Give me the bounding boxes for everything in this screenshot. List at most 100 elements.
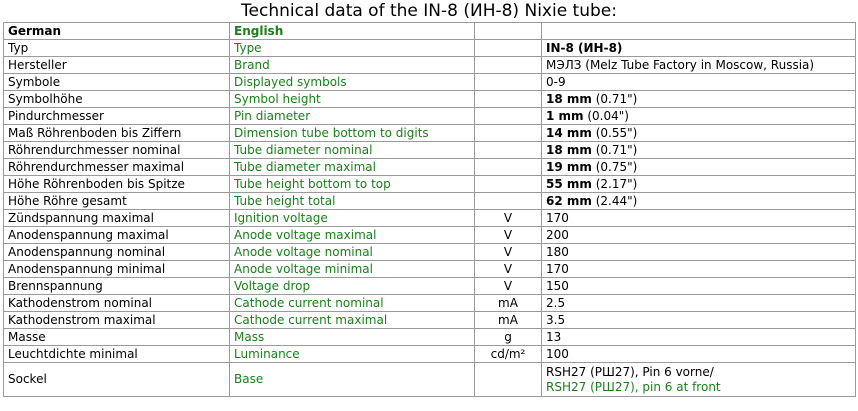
cell-unit: cd/m² [474,345,542,363]
cell-unit: V [474,243,542,261]
table-row: Symbole Displayed symbols 0-9 [3,73,856,91]
table-row: Kathodenstrom nominal Cathode current nom… [3,294,856,312]
header-value [541,22,856,40]
cell-english: Tube diameter nominal [229,141,475,159]
cell-value-bold: 1 mm [546,108,584,123]
cell-value-bold: 14 mm [546,125,592,140]
cell-english: Symbol height [229,90,475,108]
cell-english: Cathode current nominal [229,294,475,312]
table-row: Symbolhöhe Symbol height 18 mm (0.71") [3,90,856,108]
cell-value-text: 3.5 [546,312,566,327]
cell-german: Maß Röhrenboden bis Ziffern [3,124,230,142]
spec-table-wrapper: German English Typ Type IN-8 (ИН-8) Herstel… [3,22,856,397]
cell-german: Brennspannung [3,277,230,295]
table-row: Typ Type IN-8 (ИН-8) [3,39,856,57]
cell-unit [474,107,542,125]
cell-english: Cathode current maximal [229,311,475,329]
cell-german: Röhrendurchmesser nominal [3,141,230,159]
cell-value-bold: 62 mm [546,193,592,208]
cell-german: Kathodenstrom maximal [3,311,230,329]
table-row: Röhrendurchmesser nominal Tube diameter n… [3,141,856,159]
cell-value-text: 170 [546,261,569,276]
table-row: Leuchtdichte minimal Luminance cd/m² 100 [3,345,856,363]
cell-unit: V [474,277,542,295]
cell-value-bold: 55 mm [546,176,592,191]
table-row-base: Sockel Base RSH27 (РШ27), Pin 6 vorne/RSH2… [3,362,856,397]
cell-unit: mA [474,294,542,312]
cell-english: Tube height bottom to top [229,175,475,193]
header-german: German [3,22,230,40]
table-row: Höhe Röhre gesamt Tube height total 62 mm … [3,192,856,210]
table-row: Röhrendurchmesser maximal Tube diameter m… [3,158,856,176]
cell-value: 62 mm (2.44") [541,192,856,210]
table-row: Masse Mass g 13 [3,328,856,346]
header-unit [474,22,542,40]
cell-value: 19 mm (0.75") [541,158,856,176]
cell-unit: g [474,328,542,346]
cell-value-text: МЭЛЗ (Melz Tube Factory in Moscow, Russi… [546,57,815,72]
cell-value-text: (0.71") [591,142,638,157]
table-row: Pindurchmesser Pin diameter 1 mm (0.04") [3,107,856,125]
cell-german: Anodenspannung minimal [3,260,230,278]
cell-value: 2.5 [541,294,856,312]
cell-english: Anode voltage maximal [229,226,475,244]
cell-value: 18 mm (0.71") [541,90,856,108]
cell-value-text: 0-9 [546,74,566,89]
table-header-row: German English [3,22,856,40]
cell-german: Sockel [3,362,230,397]
table-row: Anodenspannung nominal Anode voltage nomi… [3,243,856,261]
table-row: Anodenspannung minimal Anode voltage mini… [3,260,856,278]
cell-value-bold: 18 mm [546,91,592,106]
cell-english: Mass [229,328,475,346]
cell-value: 18 mm (0.71") [541,141,856,159]
cell-german: Kathodenstrom nominal [3,294,230,312]
cell-german: Masse [3,328,230,346]
cell-german: Höhe Röhrenboden bis Spitze [3,175,230,193]
spec-table: German English Typ Type IN-8 (ИН-8) Herstel… [3,22,856,397]
cell-value: 55 mm (2.17") [541,175,856,193]
cell-unit [474,56,542,74]
cell-value: МЭЛЗ (Melz Tube Factory in Moscow, Russi… [541,56,856,74]
cell-value: RSH27 (РШ27), Pin 6 vorne/RSH27 (РШ27), … [541,362,856,397]
cell-value-text: 180 [546,244,569,259]
cell-value-text: 200 [546,227,569,242]
cell-value: 3.5 [541,311,856,329]
table-row: Hersteller Brand МЭЛЗ (Melz Tube Factory i… [3,56,856,74]
cell-unit [474,73,542,91]
cell-english: Type [229,39,475,57]
cell-english: Tube height total [229,192,475,210]
cell-unit [474,90,542,108]
cell-value-text: (0.04") [583,108,629,123]
page-title: Technical data of the IN-8 (ИН-8) Nixie … [241,1,617,21]
cell-unit [474,175,542,193]
table-row: Maß Röhrenboden bis Ziffern Dimension tub… [3,124,856,142]
cell-value: 1 mm (0.04") [541,107,856,125]
cell-value-text: 13 [546,329,562,344]
cell-unit [474,141,542,159]
cell-unit [474,158,542,176]
cell-value-bold: 19 mm [546,159,592,174]
table-row: Brennspannung Voltage drop V 150 [3,277,856,295]
cell-value-text: (2.17") [591,176,638,191]
cell-value: IN-8 (ИН-8) [541,39,856,57]
cell-value-text: 2.5 [546,295,566,310]
cell-value-line-english: RSH27 (РШ27), pin 6 at front [546,379,721,394]
cell-german: Anodenspannung maximal [3,226,230,244]
cell-english: Voltage drop [229,277,475,295]
cell-english: Luminance [229,345,475,363]
cell-value: 200 [541,226,856,244]
cell-value: 150 [541,277,856,295]
cell-german: Anodenspannung nominal [3,243,230,261]
cell-value: 170 [541,209,856,227]
cell-value: 0-9 [541,73,856,91]
cell-german: Typ [3,39,230,57]
cell-unit [474,124,542,142]
cell-unit: V [474,260,542,278]
cell-unit: V [474,209,542,227]
cell-value-text: 100 [546,346,569,361]
table-row: Kathodenstrom maximal Cathode current max… [3,311,856,329]
table-row: Zündspannung maximal Ignition voltage V 170 [3,209,856,227]
cell-german: Zündspannung maximal [3,209,230,227]
cell-english: Dimension tube bottom to digits [229,124,475,142]
cell-value-text: (2.44") [591,193,638,208]
